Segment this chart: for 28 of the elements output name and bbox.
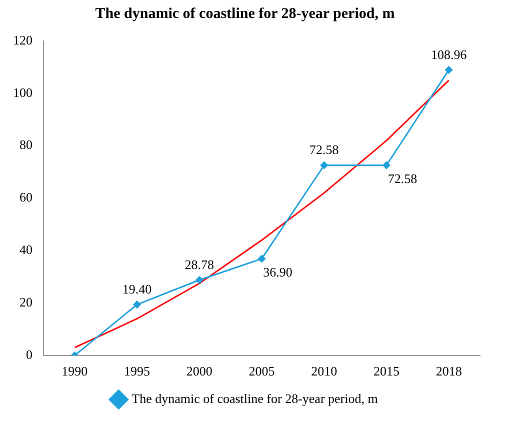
x-tick-label: 2005 <box>248 364 275 379</box>
chart-title: The dynamic of coastline for 28-year period, m <box>95 6 396 22</box>
point <box>382 161 390 169</box>
x-tick-label: 2015 <box>373 364 400 379</box>
point <box>320 161 328 169</box>
y-tick-label: 100 <box>13 84 32 100</box>
x-tick-label: 1990 <box>62 364 88 379</box>
y-tick-label: 20 <box>20 294 32 310</box>
legend-label: The dynamic of coastline for 28-year period, m <box>132 390 378 406</box>
y-tick-label: 80 <box>20 137 32 152</box>
x-tick-label: 2018 <box>436 364 462 379</box>
y-tick-label: 120 <box>13 32 32 48</box>
x-tick-label: 1995 <box>124 364 150 379</box>
x-tick-label: 2000 <box>186 364 212 379</box>
data-label: 72.58 <box>388 171 418 186</box>
y-tick-label: 40 <box>20 242 32 258</box>
y-tick-label: 60 <box>20 190 32 205</box>
data-label: 36.90 <box>263 264 292 280</box>
point <box>133 300 141 308</box>
y-tick-label: 0 <box>26 346 32 362</box>
data-label: 19.40 <box>122 281 152 296</box>
data-label: 28.78 <box>184 256 214 272</box>
point <box>196 276 204 284</box>
x-tick-label: 2010 <box>311 364 338 379</box>
data-label: 108.96 <box>430 46 468 62</box>
point <box>445 66 453 74</box>
data-label: 72.58 <box>309 142 339 158</box>
point <box>258 254 266 262</box>
